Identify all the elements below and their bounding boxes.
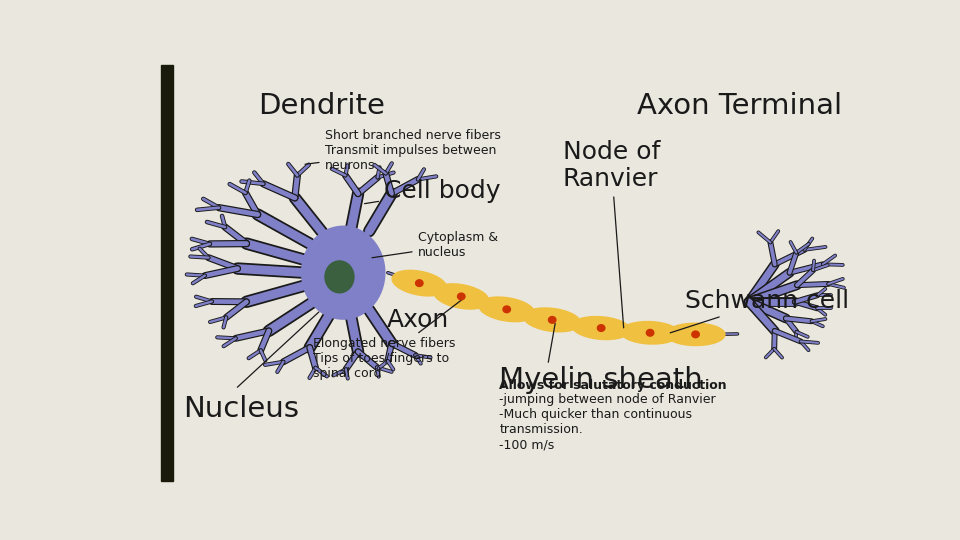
Ellipse shape <box>302 227 384 319</box>
Text: Schwann cell: Schwann cell <box>670 289 850 333</box>
Text: Short branched nerve fibers
Transmit impulses between
neurons: Short branched nerve fibers Transmit imp… <box>305 129 500 172</box>
Ellipse shape <box>393 271 446 295</box>
Ellipse shape <box>416 280 423 286</box>
Ellipse shape <box>458 293 465 300</box>
Text: Dendrite: Dendrite <box>257 92 385 120</box>
Text: Axon: Axon <box>386 308 448 332</box>
Text: -jumping between node of Ranvier
-Much quicker than continuous
transmission.
-10: -jumping between node of Ranvier -Much q… <box>499 393 716 451</box>
Ellipse shape <box>666 323 725 345</box>
Ellipse shape <box>479 298 535 321</box>
Text: Cell body: Cell body <box>365 179 500 204</box>
Ellipse shape <box>597 325 605 332</box>
Ellipse shape <box>325 261 353 293</box>
Bar <box>161 65 173 481</box>
Text: Node of
Ranvier: Node of Ranvier <box>563 140 660 328</box>
Ellipse shape <box>621 322 679 343</box>
Text: Myelin sheath: Myelin sheath <box>499 366 703 394</box>
Ellipse shape <box>434 284 489 309</box>
Text: Nucleus: Nucleus <box>183 395 300 423</box>
Text: Axon Terminal: Axon Terminal <box>637 92 842 120</box>
Ellipse shape <box>524 308 580 332</box>
Text: Elongated nerve fibers
Tips of toes/fingers to
spinal cord: Elongated nerve fibers Tips of toes/fing… <box>313 299 463 380</box>
Ellipse shape <box>692 331 699 338</box>
Text: Allows for salutatory conduction: Allows for salutatory conduction <box>499 379 727 392</box>
Ellipse shape <box>503 306 511 313</box>
Ellipse shape <box>646 329 654 336</box>
Ellipse shape <box>548 316 556 323</box>
Text: Cytoplasm &
nucleus: Cytoplasm & nucleus <box>372 231 497 259</box>
Ellipse shape <box>572 317 630 339</box>
